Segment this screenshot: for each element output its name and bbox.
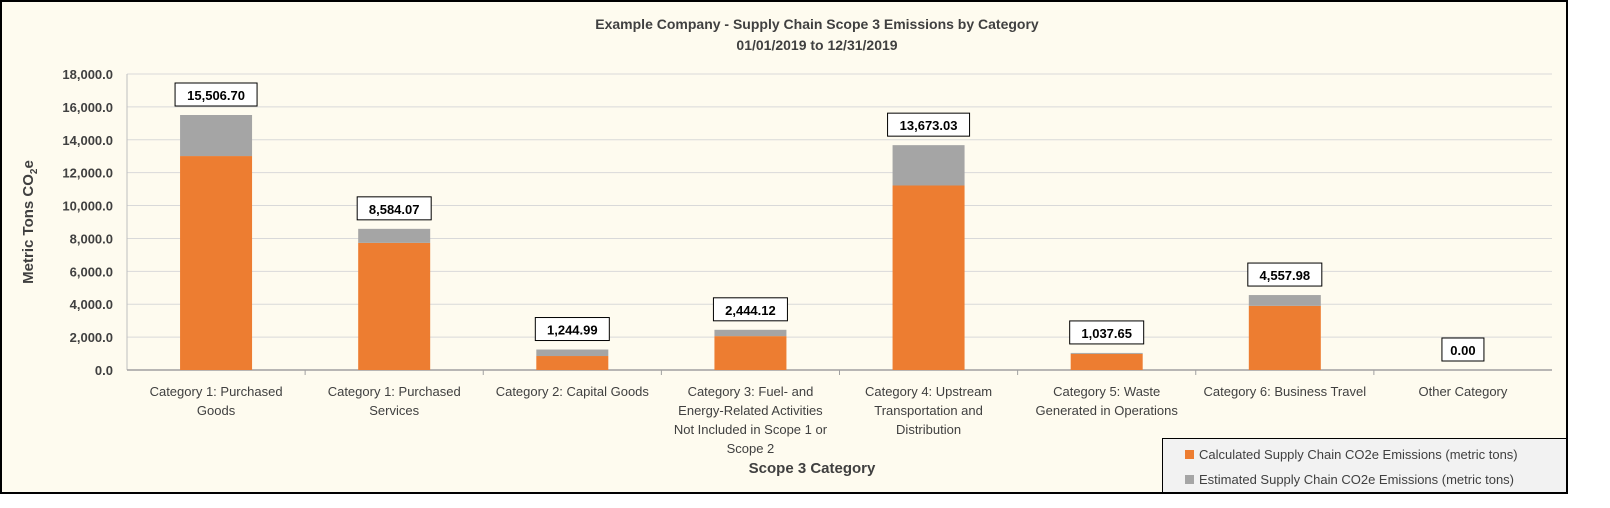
bar-calculated: [180, 156, 253, 370]
category-label-line: Services: [369, 403, 420, 418]
category-label-line: Scope 2: [726, 441, 775, 456]
category-label: Category 5: Waste Generated in Operations: [1022, 382, 1192, 420]
legend: Calculated Supply Chain CO2e Emissions (…: [1162, 438, 1566, 492]
bar-calculated: [536, 356, 609, 370]
chart-title: Example Company - Supply Chain Scope 3 E…: [2, 14, 1566, 56]
data-label: 13,673.03: [900, 118, 958, 133]
legend-swatch-calculated: [1185, 450, 1194, 459]
chart-frame: Example Company - Supply Chain Scope 3 E…: [0, 0, 1568, 494]
y-tick-label: 18,000.0: [62, 67, 113, 82]
category-label-line: Generated in Operations: [1035, 403, 1178, 418]
bar-calculated: [358, 242, 431, 370]
data-label-box: [1441, 337, 1485, 362]
bar-estimated: [1070, 352, 1143, 354]
data-label: 4,557.98: [1260, 268, 1311, 283]
bar-calculated: [714, 336, 787, 370]
category-label-line: Not Included in Scope 1 or: [673, 422, 828, 437]
chart-subtitle: 01/01/2019 to 12/31/2019: [736, 37, 898, 53]
category-label-line: Category 5: Waste: [1053, 384, 1161, 399]
category-label: Category 6: Business Travel: [1200, 382, 1370, 401]
data-label: 15,506.70: [187, 88, 245, 103]
data-label: 1,244.99: [547, 323, 598, 338]
y-tick-label: 8,000.0: [70, 231, 113, 246]
y-tick-label: 6,000.0: [70, 264, 113, 279]
bar-estimated: [180, 115, 253, 157]
y-tick-label: 16,000.0: [62, 100, 113, 115]
category-label-line: Energy-Related Activities: [678, 403, 823, 418]
category-label-line: Category 1: Purchased: [327, 384, 461, 399]
category-label-line: Category 1: Purchased: [149, 384, 283, 399]
legend-label-calculated: Calculated Supply Chain CO2e Emissions (…: [1199, 447, 1518, 462]
category-label-line: Category 4: Upstream: [864, 384, 993, 399]
legend-item-calculated: Calculated Supply Chain CO2e Emissions (…: [1185, 447, 1518, 462]
data-label-box: [887, 112, 971, 137]
data-label: 0.00: [1450, 343, 1475, 358]
category-label-line: Other Category: [1418, 384, 1508, 399]
bar-estimated: [1248, 295, 1321, 306]
category-label: Category 4: Upstream Transportation and Di…: [844, 382, 1014, 439]
x-axis-label: Scope 3 Category: [748, 460, 876, 477]
legend-label-estimated: Estimated Supply Chain CO2e Emissions (m…: [1199, 472, 1515, 487]
data-label: 2,444.12: [725, 303, 776, 318]
category-label-line: Category 2: Capital Goods: [495, 384, 649, 399]
category-label-line: Category 6: Business Travel: [1203, 384, 1367, 399]
data-label-box: [356, 196, 432, 221]
category-label-line: Distribution: [896, 422, 962, 437]
data-label: 8,584.07: [369, 202, 420, 217]
data-label-box: [1247, 262, 1323, 287]
category-label: Category 1: Purchased Services: [309, 382, 479, 420]
y-tick-label: 10,000.0: [62, 199, 113, 214]
legend-item-estimated: Estimated Supply Chain CO2e Emissions (m…: [1185, 472, 1514, 487]
data-label-box: [1069, 320, 1145, 345]
y-tick-label: 12,000.0: [62, 166, 113, 181]
data-label: 1,037.65: [1081, 326, 1132, 341]
category-label: Category 1: Purchased Goods: [131, 382, 301, 420]
data-label-box: [534, 317, 610, 342]
category-label-line: Category 3: Fuel- and: [687, 384, 814, 399]
category-label-line: Transportation and: [874, 403, 983, 418]
bar-estimated: [536, 349, 609, 357]
bar-estimated: [892, 145, 965, 186]
data-label-box: [712, 297, 788, 322]
bar-calculated: [1248, 305, 1321, 370]
category-label-line: Goods: [196, 403, 236, 418]
bar-calculated: [1070, 353, 1143, 370]
bar-calculated: [892, 185, 965, 370]
y-tick-label: 4,000.0: [70, 297, 113, 312]
plot-area: 0.0 2,000.0 4,000.0 6,000.0 8,000.0 10,000.0 1…: [62, 67, 1552, 378]
y-tick-label: 14,000.0: [62, 133, 113, 148]
chart-title-text: Example Company - Supply Chain Scope 3 E…: [595, 16, 1039, 32]
data-label-box: [174, 82, 258, 107]
y-tick-label: 2,000.0: [70, 330, 113, 345]
bar-estimated: [358, 228, 431, 243]
bar-estimated: [714, 329, 787, 337]
category-label: Category 3: Fuel- and Energy-Related Acti…: [665, 382, 835, 458]
category-label: Other Category: [1378, 382, 1548, 401]
legend-swatch-estimated: [1185, 475, 1194, 484]
category-label: Category 2: Capital Goods: [487, 382, 657, 401]
y-tick-label: 0.0: [95, 363, 113, 378]
